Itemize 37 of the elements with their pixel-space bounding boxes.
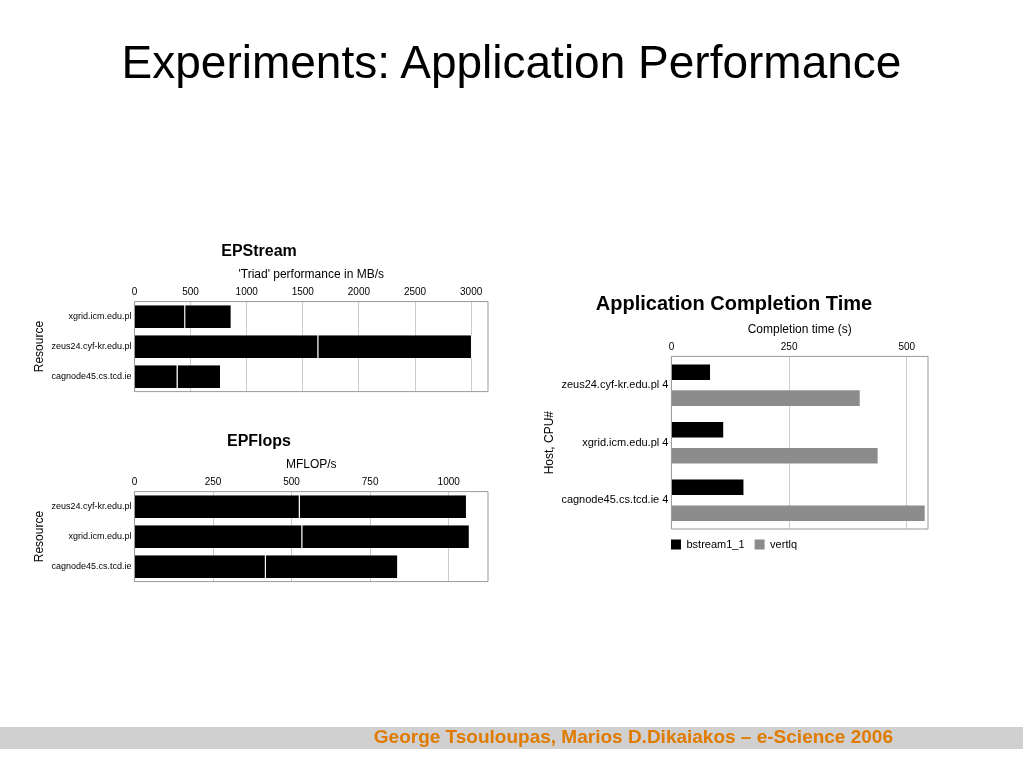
legend-label: vertlq	[770, 537, 797, 550]
chart-title: Application Completion Time	[595, 291, 873, 314]
y-tick-label: cagnode45.cs.tcd.ie	[51, 371, 132, 382]
x-tick-label: 1500	[291, 286, 315, 298]
x-tick-label: 2500	[403, 286, 427, 298]
x-tick-label: 1000	[235, 286, 259, 298]
chart-title: EPStream	[221, 242, 297, 260]
y-tick-label: xgrid.icm.edu.pl	[68, 311, 132, 322]
x-axis-title: Completion time (s)	[747, 321, 852, 336]
chart-title: EPFlops	[226, 432, 292, 450]
x-axis-title: 'Triad' performance in MB/s	[238, 266, 384, 281]
x-tick-label: 250	[780, 341, 798, 353]
y-tick-label: xgrid.icm.edu.pl 4	[582, 435, 669, 448]
y-tick-label: zeus24.cyf-kr.edu.pl	[51, 341, 132, 352]
y-axis-title: Resource	[31, 510, 46, 563]
x-tick-label: 500	[898, 341, 916, 353]
y-tick-label: zeus24.cyf-kr.edu.pl 4	[561, 378, 669, 391]
text: George Tsouloupas, Marios D.Dikaiakos – e-Science 2006	[373, 726, 893, 748]
y-tick-label: cagnode45.cs.tcd.ie	[51, 561, 132, 572]
y-axis-title: Resource	[31, 320, 46, 373]
x-tick-label: 750	[361, 476, 379, 488]
x-tick-label: 2000	[347, 286, 371, 298]
text: Experiments: Application Performance	[120, 35, 903, 89]
x-tick-label: 0	[668, 341, 675, 353]
x-tick-label: 250	[204, 476, 222, 488]
x-tick-label: 500	[283, 476, 301, 488]
legend-label: bstream1_1	[686, 537, 745, 550]
x-axis-title: MFLOP/s	[285, 456, 337, 471]
y-tick-label: xgrid.icm.edu.pl	[68, 531, 132, 542]
x-tick-label: 500	[182, 286, 200, 298]
y-tick-label: zeus24.cyf-kr.edu.pl	[51, 501, 132, 512]
y-axis-title: Host, CPU#	[541, 410, 556, 475]
x-tick-label: 1000	[437, 476, 461, 488]
x-tick-label: 0	[131, 476, 138, 488]
x-tick-label: 0	[131, 286, 138, 298]
y-tick-label: cagnode45.cs.tcd.ie 4	[561, 493, 669, 506]
x-tick-label: 3000	[460, 286, 483, 298]
